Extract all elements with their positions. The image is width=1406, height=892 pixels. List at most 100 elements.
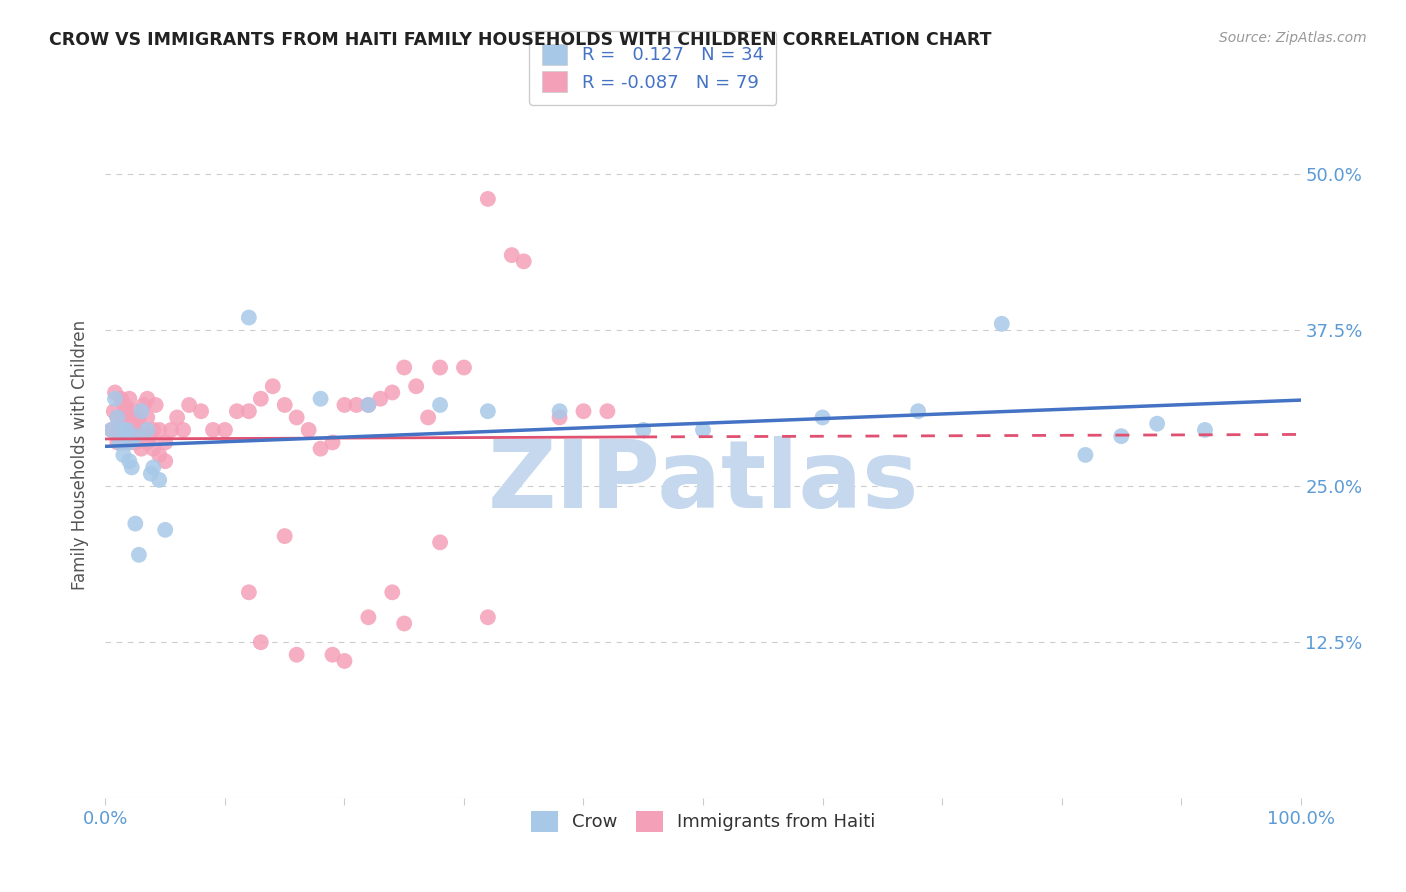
Point bbox=[392, 360, 416, 375]
Text: ZIPatlas: ZIPatlas bbox=[488, 436, 918, 528]
Point bbox=[572, 404, 595, 418]
Point bbox=[129, 423, 153, 437]
Point bbox=[118, 454, 141, 468]
Point bbox=[124, 429, 146, 443]
Point bbox=[381, 585, 404, 599]
Point bbox=[107, 410, 129, 425]
Point bbox=[136, 392, 159, 406]
Point bbox=[262, 379, 284, 393]
Point bbox=[104, 385, 127, 400]
Point bbox=[153, 435, 177, 450]
Point bbox=[285, 410, 308, 425]
Point bbox=[392, 616, 416, 631]
Point bbox=[477, 610, 499, 624]
Point bbox=[1194, 423, 1216, 437]
Point bbox=[153, 523, 177, 537]
Point bbox=[142, 460, 165, 475]
Point bbox=[429, 360, 451, 375]
Point bbox=[381, 385, 404, 400]
Point bbox=[118, 435, 141, 450]
Point bbox=[238, 310, 260, 325]
Point bbox=[225, 404, 249, 418]
Point bbox=[214, 423, 236, 437]
Point bbox=[190, 404, 212, 418]
Point bbox=[148, 423, 170, 437]
Point bbox=[153, 454, 177, 468]
Point bbox=[501, 248, 523, 262]
Point bbox=[121, 423, 143, 437]
Point bbox=[321, 648, 344, 662]
Point bbox=[548, 404, 571, 418]
Point bbox=[148, 448, 170, 462]
Point bbox=[112, 423, 135, 437]
Point bbox=[139, 467, 162, 481]
Point bbox=[333, 654, 356, 668]
Point bbox=[107, 410, 129, 425]
Point bbox=[145, 398, 167, 412]
Point bbox=[418, 410, 440, 425]
Point bbox=[124, 516, 146, 531]
Point bbox=[298, 423, 321, 437]
Point bbox=[124, 435, 146, 450]
Point bbox=[104, 392, 127, 406]
Point bbox=[128, 410, 150, 425]
Point bbox=[115, 404, 138, 418]
Point bbox=[148, 473, 170, 487]
Point bbox=[1074, 448, 1097, 462]
Point bbox=[107, 435, 129, 450]
Point bbox=[136, 410, 159, 425]
Point bbox=[118, 392, 141, 406]
Text: CROW VS IMMIGRANTS FROM HAITI FAMILY HOUSEHOLDS WITH CHILDREN CORRELATION CHART: CROW VS IMMIGRANTS FROM HAITI FAMILY HOU… bbox=[49, 31, 991, 49]
Point bbox=[309, 442, 332, 456]
Point bbox=[129, 442, 153, 456]
Point bbox=[273, 529, 295, 543]
Legend: Crow, Immigrants from Haiti: Crow, Immigrants from Haiti bbox=[522, 802, 884, 841]
Point bbox=[333, 398, 356, 412]
Point bbox=[405, 379, 427, 393]
Point bbox=[124, 410, 146, 425]
Point bbox=[100, 423, 122, 437]
Point bbox=[114, 423, 136, 437]
Point bbox=[121, 460, 143, 475]
Point bbox=[238, 404, 260, 418]
Text: Source: ZipAtlas.com: Source: ZipAtlas.com bbox=[1219, 31, 1367, 45]
Point bbox=[160, 423, 183, 437]
Point bbox=[129, 404, 153, 418]
Point bbox=[202, 423, 225, 437]
Point bbox=[100, 423, 122, 437]
Point bbox=[596, 404, 619, 418]
Point bbox=[112, 448, 135, 462]
Point bbox=[108, 435, 131, 450]
Point bbox=[112, 435, 135, 450]
Point bbox=[177, 398, 201, 412]
Point bbox=[477, 192, 499, 206]
Point bbox=[110, 392, 132, 406]
Point bbox=[166, 410, 188, 425]
Point bbox=[477, 404, 499, 418]
Point bbox=[429, 535, 451, 549]
Point bbox=[346, 398, 368, 412]
Point bbox=[990, 317, 1012, 331]
Point bbox=[309, 392, 332, 406]
Point bbox=[103, 404, 125, 418]
Point bbox=[124, 423, 146, 437]
Point bbox=[128, 429, 150, 443]
Point bbox=[907, 404, 929, 418]
Point bbox=[118, 417, 141, 431]
Point bbox=[238, 585, 260, 599]
Y-axis label: Family Households with Children: Family Households with Children bbox=[72, 320, 90, 590]
Point bbox=[115, 423, 138, 437]
Point bbox=[368, 392, 391, 406]
Point bbox=[321, 435, 344, 450]
Point bbox=[357, 398, 380, 412]
Point bbox=[250, 392, 273, 406]
Point bbox=[118, 435, 141, 450]
Point bbox=[1111, 429, 1133, 443]
Point bbox=[136, 423, 159, 437]
Point bbox=[142, 423, 165, 437]
Point bbox=[136, 435, 159, 450]
Point bbox=[513, 254, 536, 268]
Point bbox=[172, 423, 194, 437]
Point bbox=[139, 429, 162, 443]
Point bbox=[453, 360, 475, 375]
